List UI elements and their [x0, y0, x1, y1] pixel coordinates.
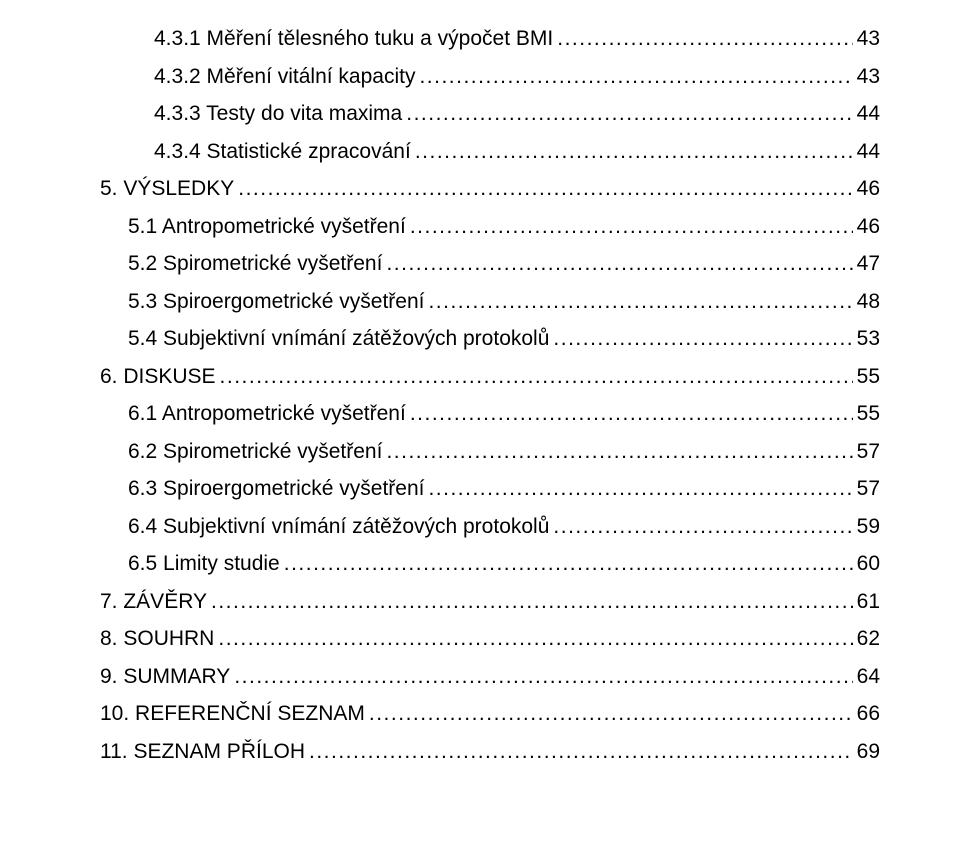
toc-entry: 6.1 Antropometrické vyšetření 55 — [100, 403, 880, 424]
toc-entry-label: 10. REFERENČNÍ SEZNAM — [100, 703, 365, 724]
toc-entry-page: 61 — [857, 591, 880, 612]
toc-entry: 6. DISKUSE 55 — [100, 366, 880, 387]
toc-entry-label: 4.3.3 Testy do vita maxima — [154, 103, 402, 124]
toc-entry-page: 43 — [857, 28, 880, 49]
toc-leader-dots — [410, 403, 853, 424]
toc-entry: 6.3 Spiroergometrické vyšetření 57 — [100, 478, 880, 499]
toc-entry: 4.3.4 Statistické zpracování 44 — [100, 141, 880, 162]
toc-leader-dots — [218, 628, 852, 649]
toc-entry-label: 4.3.1 Měření tělesného tuku a výpočet BM… — [154, 28, 553, 49]
toc-entry-page: 53 — [857, 328, 880, 349]
toc-entry: 6.5 Limity studie 60 — [100, 553, 880, 574]
toc-leader-dots — [220, 366, 853, 387]
toc-leader-dots — [234, 666, 852, 687]
toc-entry-page: 59 — [857, 516, 880, 537]
toc-entry-label: 6.2 Spirometrické vyšetření — [128, 441, 382, 462]
toc-entry-label: 5.2 Spirometrické vyšetření — [128, 253, 382, 274]
toc-leader-dots — [553, 328, 852, 349]
toc-entry: 6.4 Subjektivní vnímání zátěžových proto… — [100, 516, 880, 537]
toc-entry: 4.3.2 Měření vitální kapacity 43 — [100, 66, 880, 87]
toc-entry-label: 5.3 Spiroergometrické vyšetření — [128, 291, 424, 312]
toc-entry: 4.3.1 Měření tělesného tuku a výpočet BM… — [100, 28, 880, 49]
toc-entry-label: 6.4 Subjektivní vnímání zátěžových proto… — [128, 516, 549, 537]
table-of-contents: 4.3.1 Měření tělesného tuku a výpočet BM… — [100, 28, 880, 762]
toc-entry-label: 11. SEZNAM PŘÍLOH — [100, 741, 305, 762]
toc-entry: 8. SOUHRN 62 — [100, 628, 880, 649]
toc-entry: 5. VÝSLEDKY 46 — [100, 178, 880, 199]
toc-leader-dots — [386, 441, 852, 462]
toc-entry-page: 44 — [857, 103, 880, 124]
toc-leader-dots — [211, 591, 853, 612]
toc-entry: 11. SEZNAM PŘÍLOH 69 — [100, 741, 880, 762]
toc-leader-dots — [406, 103, 852, 124]
toc-entry-page: 69 — [857, 741, 880, 762]
toc-entry-label: 5. VÝSLEDKY — [100, 178, 234, 199]
toc-leader-dots — [419, 66, 852, 87]
toc-entry: 6.2 Spirometrické vyšetření 57 — [100, 441, 880, 462]
toc-entry-label: 9. SUMMARY — [100, 666, 230, 687]
toc-entry-page: 48 — [857, 291, 880, 312]
toc-entry-page: 46 — [857, 178, 880, 199]
toc-leader-dots — [428, 478, 852, 499]
toc-entry-label: 6.3 Spiroergometrické vyšetření — [128, 478, 424, 499]
toc-entry: 9. SUMMARY 64 — [100, 666, 880, 687]
toc-leader-dots — [410, 216, 853, 237]
toc-entry: 4.3.3 Testy do vita maxima 44 — [100, 103, 880, 124]
toc-entry-page: 47 — [857, 253, 880, 274]
toc-entry-label: 4.3.4 Statistické zpracování — [154, 141, 411, 162]
toc-entry-page: 62 — [857, 628, 880, 649]
toc-leader-dots — [386, 253, 852, 274]
toc-entry-label: 6. DISKUSE — [100, 366, 216, 387]
toc-entry-label: 5.1 Antropometrické vyšetření — [128, 216, 406, 237]
toc-entry: 5.3 Spiroergometrické vyšetření 48 — [100, 291, 880, 312]
toc-entry-page: 60 — [857, 553, 880, 574]
toc-entry-page: 55 — [857, 366, 880, 387]
toc-entry: 5.1 Antropometrické vyšetření 46 — [100, 216, 880, 237]
toc-leader-dots — [369, 703, 853, 724]
toc-entry-label: 6.1 Antropometrické vyšetření — [128, 403, 406, 424]
toc-leader-dots — [415, 141, 853, 162]
toc-entry-page: 57 — [857, 478, 880, 499]
toc-entry-label: 4.3.2 Měření vitální kapacity — [154, 66, 415, 87]
toc-entry-page: 66 — [857, 703, 880, 724]
toc-entry-page: 43 — [857, 66, 880, 87]
toc-leader-dots — [309, 741, 853, 762]
toc-entry: 10. REFERENČNÍ SEZNAM 66 — [100, 703, 880, 724]
toc-entry-page: 44 — [857, 141, 880, 162]
toc-leader-dots — [553, 516, 852, 537]
toc-leader-dots — [428, 291, 852, 312]
toc-entry-label: 6.5 Limity studie — [128, 553, 280, 574]
toc-entry-page: 46 — [857, 216, 880, 237]
toc-entry-page: 57 — [857, 441, 880, 462]
toc-leader-dots — [284, 553, 853, 574]
toc-entry-label: 7. ZÁVĚRY — [100, 591, 207, 612]
toc-entry: 5.4 Subjektivní vnímání zátěžových proto… — [100, 328, 880, 349]
toc-entry-page: 64 — [857, 666, 880, 687]
toc-entry-label: 8. SOUHRN — [100, 628, 214, 649]
toc-entry: 7. ZÁVĚRY 61 — [100, 591, 880, 612]
toc-leader-dots — [238, 178, 852, 199]
toc-entry-page: 55 — [857, 403, 880, 424]
toc-entry-label: 5.4 Subjektivní vnímání zátěžových proto… — [128, 328, 549, 349]
toc-leader-dots — [557, 28, 852, 49]
toc-entry: 5.2 Spirometrické vyšetření 47 — [100, 253, 880, 274]
